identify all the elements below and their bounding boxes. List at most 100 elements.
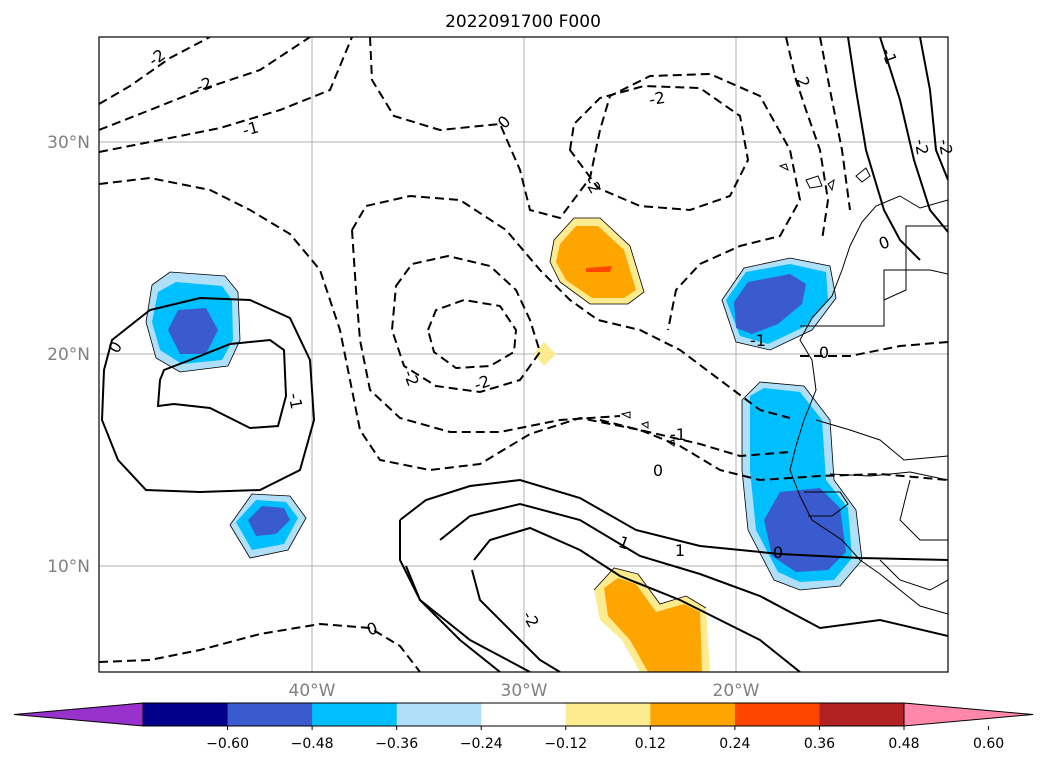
lon-label-20: 20°W bbox=[713, 681, 760, 701]
colorbar-tick-label: 0.12 bbox=[635, 736, 666, 752]
island-2 bbox=[855, 167, 871, 183]
border-3 bbox=[815, 419, 948, 461]
colorbar-extend-high bbox=[903, 702, 1034, 727]
contour-nw-1 bbox=[99, 37, 211, 105]
contour-nw-3 bbox=[99, 37, 353, 153]
island-4 bbox=[827, 178, 835, 192]
outline-center bbox=[549, 217, 645, 305]
island-3 bbox=[778, 163, 789, 171]
contour-ne-3 bbox=[919, 37, 948, 181]
shade-blob-canary-dark bbox=[734, 274, 806, 334]
contour-inner-north bbox=[568, 84, 750, 212]
contour-west-inner bbox=[156, 338, 288, 430]
colorbar-segment bbox=[396, 703, 482, 726]
colorbar: −0.60 −0.48 −0.36 −0.24 −0.12 0.12 0.24 0.36 0.4… bbox=[13, 702, 1034, 752]
contour-label: -1 bbox=[240, 117, 260, 139]
island-6 bbox=[640, 421, 649, 429]
outline-west bbox=[145, 271, 241, 373]
contour-south-2 bbox=[405, 565, 501, 672]
colorbar-tick-label: 0.60 bbox=[973, 736, 1004, 752]
border-5 bbox=[804, 491, 849, 517]
contour-ne-2 bbox=[879, 37, 948, 233]
coastlines bbox=[620, 163, 948, 615]
contour-label: 2 bbox=[792, 74, 813, 90]
lon-label-30: 30°W bbox=[501, 681, 548, 701]
colorbar-tick-label: −0.48 bbox=[291, 736, 334, 752]
border-6 bbox=[879, 559, 948, 591]
colorbar-segment bbox=[565, 703, 651, 726]
lon-label-40: 40°W bbox=[289, 681, 336, 701]
colorbar-segment bbox=[650, 703, 736, 726]
contour-label: -2 bbox=[471, 371, 492, 394]
shade-blob-south-orange bbox=[604, 578, 702, 672]
contour-s-dash bbox=[99, 622, 421, 672]
map-area bbox=[99, 37, 948, 672]
colorbar-segment bbox=[734, 703, 820, 726]
contour-label: -1 bbox=[285, 392, 306, 411]
colorbar-segment bbox=[481, 703, 567, 726]
contour-label: -2 bbox=[935, 138, 956, 157]
contour-label: -2 bbox=[581, 174, 605, 197]
colorbar-segment bbox=[227, 703, 313, 726]
colorbar-tick-label: −0.36 bbox=[375, 736, 418, 752]
contour-south-1 bbox=[399, 478, 948, 561]
contour-label: -2 bbox=[145, 45, 169, 70]
colorbar-segment bbox=[312, 703, 398, 726]
colorbar-frame bbox=[142, 702, 905, 727]
map-frame bbox=[98, 36, 949, 673]
contour-label: 1 bbox=[675, 541, 685, 560]
contour-label: 0 bbox=[773, 543, 783, 562]
island-1 bbox=[805, 175, 823, 189]
contours-solid bbox=[100, 37, 948, 672]
contour-bowl-1 bbox=[351, 194, 791, 419]
contour-label: -1 bbox=[750, 331, 766, 350]
contour-label: -2 bbox=[519, 608, 543, 631]
colorbar-segment bbox=[143, 703, 229, 726]
shade-spot-yellow bbox=[534, 342, 556, 366]
contour-east-zero-2 bbox=[800, 341, 948, 357]
contour-bowl-3 bbox=[390, 254, 542, 394]
shade-blob-center-orange bbox=[556, 226, 636, 298]
shade-outlines bbox=[145, 217, 863, 609]
colorbar-tick-label: −0.12 bbox=[544, 736, 587, 752]
contour-se bbox=[399, 520, 531, 672]
colorbar-segment bbox=[819, 703, 905, 726]
gridlines bbox=[99, 37, 948, 672]
contour-label: -2 bbox=[648, 88, 667, 109]
island-5 bbox=[620, 411, 631, 419]
border-1 bbox=[800, 225, 948, 327]
border-2 bbox=[883, 269, 948, 300]
contour-bowl-2 bbox=[351, 229, 621, 433]
contour-label: 0 bbox=[653, 461, 663, 480]
colorbar-extend-low bbox=[13, 702, 144, 727]
shade-blob-west-dark bbox=[168, 308, 218, 354]
contour-nw-2 bbox=[99, 37, 311, 131]
colorbar-tick-label: 0.48 bbox=[888, 736, 919, 752]
outline-africa bbox=[741, 381, 863, 591]
map-title: 2022091700 F000 bbox=[445, 12, 601, 32]
contour-label: -2 bbox=[911, 138, 932, 157]
contour-ne-dash bbox=[785, 37, 830, 241]
contour-east-zero bbox=[599, 419, 948, 482]
border-7 bbox=[899, 479, 948, 541]
contour-bowl-4 bbox=[426, 298, 518, 370]
lat-label-30: 30°N bbox=[47, 133, 90, 153]
shade-blob-center-red bbox=[586, 266, 612, 272]
contour-label: 0 bbox=[364, 618, 380, 639]
contour-label: -1 bbox=[878, 45, 901, 66]
shade-blob-sw-dark bbox=[248, 506, 290, 536]
coastline-africa bbox=[789, 195, 948, 615]
contour-ne-dash-2 bbox=[819, 37, 851, 211]
contour-lat-28 bbox=[99, 176, 791, 472]
contour-label: 0 bbox=[876, 232, 892, 253]
colorbar-tick-label: −0.60 bbox=[206, 736, 249, 752]
contour-label: -1 bbox=[670, 425, 686, 444]
contours-dashed bbox=[99, 37, 948, 672]
contour-label: 0 bbox=[494, 112, 515, 133]
shade-blob-africa-dark bbox=[764, 488, 846, 572]
colorbar-tick-label: 0.24 bbox=[719, 736, 750, 752]
colorbar-tick-label: 0.36 bbox=[804, 736, 835, 752]
outline-south bbox=[593, 567, 707, 609]
contour-south-4 bbox=[473, 526, 801, 672]
